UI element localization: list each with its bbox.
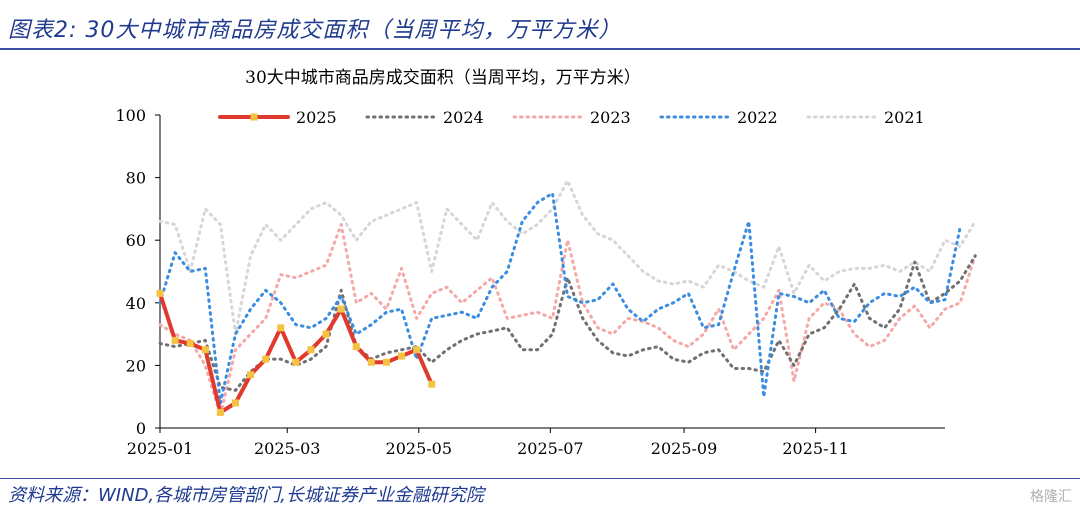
data-point-2025: [186, 339, 194, 347]
data-point-2025: [413, 346, 421, 354]
chart-legend: 2025 2024 2023 2022 2021: [218, 108, 925, 127]
x-tick-label: 2025-05: [386, 439, 452, 458]
data-point-2025: [352, 343, 360, 351]
x-tick-label: 2025-03: [254, 439, 320, 458]
data-point-2025: [322, 330, 330, 338]
footer-rule: [0, 478, 1080, 479]
x-tick-label: 2025-01: [127, 439, 193, 458]
data-point-2025: [171, 336, 179, 344]
figure-title: 图表2: 30大中城市商品房成交面积（当周平均，万平方米）: [8, 18, 622, 43]
y-tick-label: 40: [126, 294, 146, 313]
x-tick-label: 2025-09: [651, 439, 717, 458]
source-note: 资料来源：WIND,各城市房管部门,长城证券产业金融研究院: [8, 485, 484, 506]
data-point-2025: [262, 355, 270, 363]
series-line-2022: [158, 191, 962, 405]
data-point-2025: [398, 352, 406, 360]
legend-label-2024: 2024: [443, 108, 484, 127]
y-tick-label: 100: [115, 106, 146, 125]
x-axis: 2025-01 2025-03 2025-05 2025-07 2025-09 2025-…: [127, 427, 945, 458]
x-tick-label: 2025-11: [782, 439, 848, 458]
data-point-2025: [216, 408, 224, 416]
data-point-2025: [382, 358, 390, 366]
series-line-2021: [158, 179, 977, 336]
chart-title: 30大中城市商品房成交面积（当周平均，万平方米）: [245, 68, 641, 88]
legend-label-2021: 2021: [884, 108, 925, 127]
data-point-2025: [428, 380, 436, 388]
data-point-2025: [307, 346, 315, 354]
legend-label-2022: 2022: [737, 108, 778, 127]
data-point-2025: [277, 324, 285, 332]
data-point-2025: [201, 346, 209, 354]
x-tick-label: 2025-07: [517, 439, 583, 458]
data-point-2025: [247, 371, 255, 379]
y-tick-label: 20: [126, 356, 146, 375]
legend-label-2025: 2025: [296, 108, 337, 127]
series-line-2024: [158, 254, 977, 392]
watermark-logo: 格隆汇: [1030, 489, 1072, 505]
legend-marker-2025: [250, 113, 258, 121]
data-point-2025: [231, 399, 239, 407]
line-chart: 30大中城市商品房成交面积（当周平均，万平方米） 2025 2024 2023 202…: [115, 68, 977, 458]
data-point-2025: [367, 358, 375, 366]
y-tick-label: 80: [126, 169, 146, 188]
header-rule: [0, 48, 1080, 50]
series-line-2023: [158, 223, 977, 417]
legend-label-2023: 2023: [590, 108, 631, 127]
y-tick-label: 0: [136, 419, 146, 438]
data-point-2025: [156, 289, 164, 297]
data-point-2025: [292, 358, 300, 366]
plot-area: [156, 179, 977, 417]
y-tick-label: 60: [126, 231, 146, 250]
data-point-2025: [337, 305, 345, 313]
y-axis: 0 20 40 60 80 100: [115, 106, 161, 438]
